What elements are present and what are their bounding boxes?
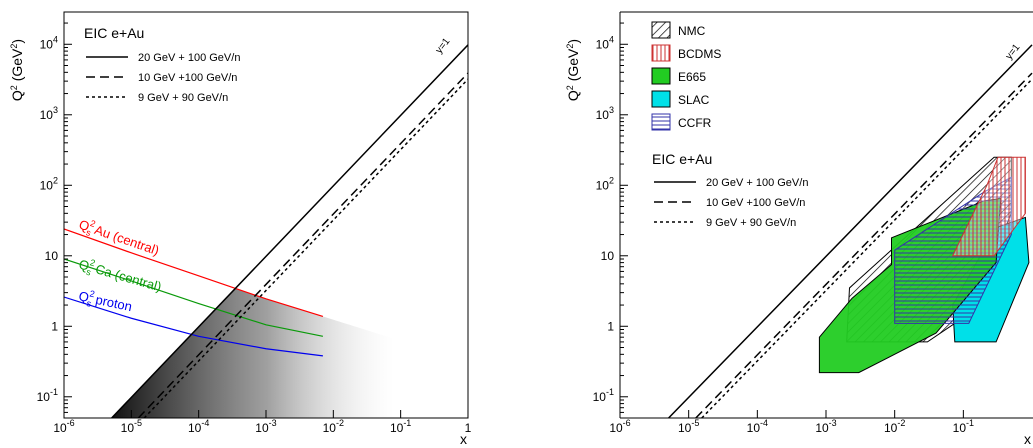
- y-tick-label: 103: [40, 105, 58, 122]
- kinematic-limit-lines: [668, 44, 1033, 418]
- x-tick-label: 10-2: [323, 418, 344, 435]
- x-tick-label: 10-1: [953, 418, 974, 435]
- saturation-curve-0: [64, 228, 324, 317]
- axis-ticks: 10-6 10-5 10-4 10-3 10-2 10-1 1 10-1 1 10 102 103 10…: [37, 22, 472, 435]
- axis-ticks: 10-6 10-5 10-4 10-3 10-2 10-1 10-1 1 10 102 103 104: [593, 22, 974, 435]
- legend-swatch-nmc: [651, 21, 671, 39]
- svg-text:Q2s Au (central): Q2s Au (central): [76, 215, 162, 261]
- kinematic-limit-lines: [111, 44, 468, 418]
- x-tick-label: 1: [465, 421, 472, 435]
- kinematic-limit-solid: [668, 44, 1033, 418]
- eic-legend: 20 GeV + 100 GeV/n 10 GeV +100 GeV/n 9 GeV…: [654, 177, 808, 229]
- x-tick-label: 10-1: [390, 418, 411, 435]
- legend-label: SLAC: [678, 93, 710, 107]
- kinematic-limit-dashed: [695, 72, 1033, 418]
- y-tick-label: 10: [45, 249, 59, 263]
- x-tick-label: 10-5: [121, 418, 142, 435]
- y-tick-label: 103: [596, 105, 614, 122]
- x-tick-label: 10-5: [678, 418, 699, 435]
- y-axis-label: Q2 (GeV2): [9, 39, 25, 101]
- legend-label: E665: [678, 70, 706, 84]
- region-bcdms: [951, 156, 1026, 257]
- y-tick-label: 10: [601, 249, 615, 263]
- legend-label: 10 GeV +100 GeV/n: [138, 72, 237, 84]
- y-axis-label: Q2 (GeV2): [565, 39, 581, 101]
- legend-swatch-bcdms: [651, 44, 671, 62]
- legend-label: 9 GeV + 90 GeV/n: [138, 92, 228, 104]
- legend: 20 GeV + 100 GeV/n 10 GeV +100 GeV/n 9 GeV…: [86, 52, 240, 104]
- kinematic-limit-dashed: [137, 72, 468, 418]
- y1-annotation: y=1: [434, 36, 453, 56]
- eic-legend-label: 9 GeV + 90 GeV/n: [706, 217, 796, 229]
- y-tick-label: 10-1: [593, 387, 614, 404]
- x-tick-label: 10-6: [53, 418, 74, 435]
- legend-title: EIC e+Au: [84, 25, 144, 41]
- saturation-region: [111, 288, 395, 418]
- y-tick-label: 10-1: [37, 387, 58, 404]
- curve-label-au: Q2s Au (central): [76, 215, 162, 261]
- legend-swatch-ccfr: [651, 113, 671, 131]
- legend-label: BCDMS: [678, 47, 721, 61]
- y1-annotation: y=1: [1004, 42, 1023, 62]
- y-tick-label: 102: [596, 175, 614, 192]
- kinematic-limit-dotted: [701, 78, 1033, 418]
- eic-legend-title: EIC e+Au: [652, 151, 712, 167]
- x-axis-label: x: [1024, 431, 1031, 447]
- x-tick-label: 10-3: [255, 418, 276, 435]
- curve-label-proton: Q2s proton: [77, 286, 134, 317]
- kinematic-limit-dotted: [143, 78, 468, 418]
- y-tick-label: 102: [40, 175, 58, 192]
- legend-swatch-slac: [651, 90, 671, 108]
- saturation-curve-2: [64, 296, 323, 357]
- legend-swatch-e665: [651, 67, 671, 85]
- svg-text:Q2s proton: Q2s proton: [77, 286, 134, 317]
- legend-label: NMC: [678, 24, 706, 38]
- y-tick-label: 1: [607, 319, 614, 333]
- y-tick-label: 104: [40, 34, 58, 51]
- saturation-shading: [111, 288, 395, 418]
- legend-label: CCFR: [678, 116, 712, 130]
- legend-label: 20 GeV + 100 GeV/n: [138, 52, 240, 64]
- saturation-curve-1: [64, 258, 324, 337]
- x-tick-label: 10-3: [815, 418, 836, 435]
- x-axis-label: x: [460, 431, 467, 447]
- x-tick-label: 10-4: [747, 418, 768, 435]
- eic-legend-label: 20 GeV + 100 GeV/n: [706, 177, 808, 189]
- x-tick-label: 10-4: [188, 418, 209, 435]
- legend: NMC BCDMS E665 SLAC CCFR: [651, 21, 721, 131]
- eic-legend-label: 10 GeV +100 GeV/n: [706, 197, 805, 209]
- x-tick-label: 10-6: [609, 418, 630, 435]
- right-panel: 10-6 10-5 10-4 10-3 10-2 10-1 10-1 1 10 102 103 104…: [565, 11, 1033, 447]
- saturation-curves: [64, 228, 324, 357]
- y-tick-label: 1: [51, 319, 58, 333]
- left-panel: 10-6 10-5 10-4 10-3 10-2 10-1 1 10-1 1 10 102 103 10…: [9, 11, 472, 447]
- experiment-regions: [818, 156, 1030, 374]
- y-tick-label: 104: [596, 34, 614, 51]
- kinematic-limit-solid: [111, 44, 468, 418]
- x-tick-label: 10-2: [884, 418, 905, 435]
